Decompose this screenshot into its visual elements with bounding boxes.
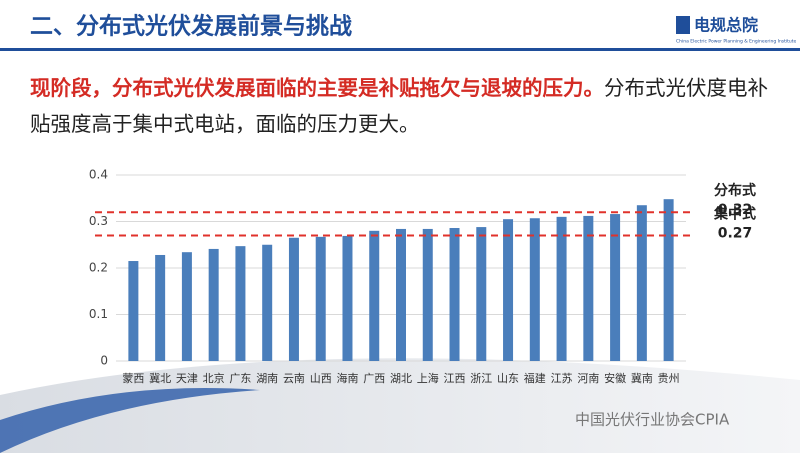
- x-tick-label: 云南: [283, 372, 305, 385]
- logo-text: 电规总院: [694, 16, 758, 35]
- x-tick-label: 安徽: [604, 371, 626, 385]
- x-tick-label: 冀南: [631, 371, 653, 385]
- y-tick-label: 0.2: [89, 261, 108, 275]
- y-tick-label: 0: [100, 354, 108, 368]
- x-tick-label: 贵州: [658, 372, 680, 385]
- x-tick-label: 江西: [444, 372, 466, 385]
- reference-value: 0.27: [718, 225, 753, 241]
- logo-icon: [676, 16, 690, 34]
- bar: [262, 244, 273, 361]
- bar: [315, 236, 326, 361]
- bar: [610, 214, 621, 361]
- bar: [181, 252, 192, 361]
- bar: [529, 218, 540, 361]
- x-tick-label: 湖北: [390, 372, 412, 385]
- bar: [449, 228, 460, 361]
- body-text: 分布式光伏度电补贴强度高于集中式电站，面临的压力更大。: [30, 76, 768, 136]
- watermark: 中国光伏行业协会CPIA: [575, 411, 730, 429]
- y-tick-label: 0.3: [89, 214, 108, 228]
- reference-name: 集中式: [713, 205, 756, 222]
- x-tick-label: 海南: [336, 371, 358, 385]
- bar: [342, 235, 353, 361]
- reference-value: 0.32: [718, 202, 753, 218]
- x-tick-label: 江苏: [551, 372, 573, 385]
- x-tick-label: 广东: [229, 372, 251, 385]
- slide-title: 二、分布式光伏发展前景与挑战: [30, 13, 352, 40]
- bar: [583, 215, 594, 361]
- bar: [208, 248, 219, 361]
- x-tick-label: 福建: [524, 371, 546, 385]
- bar: [636, 205, 647, 361]
- logo-subtitle: China Electric Power Planning & Engineer…: [676, 39, 797, 45]
- paragraph: 现阶段，分布式光伏发展面临的主要是补贴拖欠与退坡的压力。分布式光伏度电补贴强度高…: [30, 70, 775, 142]
- reference-name: 分布式: [714, 182, 756, 199]
- bar: [155, 254, 166, 361]
- x-tick-label: 天津: [176, 372, 198, 385]
- bar: [128, 261, 139, 361]
- bar: [556, 216, 567, 361]
- title-rule: [0, 48, 800, 51]
- bar: [369, 230, 380, 361]
- bar: [663, 199, 674, 361]
- highlight-text: 现阶段，分布式光伏发展面临的主要是补贴拖欠与退坡的压力。: [30, 76, 604, 100]
- x-tick-label: 冀北: [149, 371, 171, 385]
- bar: [235, 246, 246, 361]
- x-tick-label: 上海: [417, 371, 439, 385]
- bar: [396, 228, 406, 361]
- bar: [503, 219, 514, 361]
- x-tick-label: 山西: [310, 372, 332, 385]
- x-tick-label: 广西: [363, 372, 385, 385]
- x-tick-label: 河南: [577, 372, 599, 385]
- x-tick-label: 湖南: [256, 372, 278, 385]
- x-tick-label: 山东: [497, 372, 519, 385]
- bar: [476, 227, 487, 361]
- bar: [288, 237, 299, 361]
- x-tick-label: 北京: [203, 371, 225, 385]
- x-tick-label: 蒙西: [122, 372, 144, 385]
- blue-swoosh: [0, 388, 260, 453]
- bar: [422, 228, 433, 361]
- x-tick-label: 浙江: [470, 372, 492, 385]
- background-swoosh: [0, 358, 800, 453]
- y-tick-label: 0.4: [89, 168, 108, 182]
- y-tick-label: 0.1: [89, 307, 108, 321]
